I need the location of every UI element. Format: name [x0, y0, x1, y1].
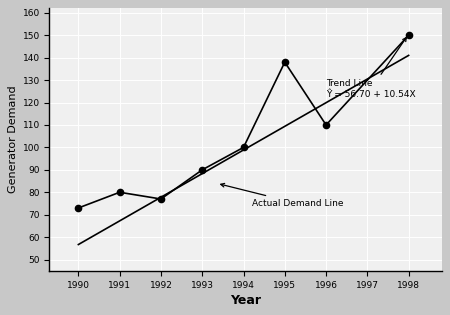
Text: Actual Demand Line: Actual Demand Line: [220, 183, 343, 208]
Text: Trend Line
Ŷ = 56.70 + 10.54X: Trend Line Ŷ = 56.70 + 10.54X: [326, 37, 416, 99]
Y-axis label: Generator Demand: Generator Demand: [9, 86, 18, 193]
X-axis label: Year: Year: [230, 294, 261, 307]
